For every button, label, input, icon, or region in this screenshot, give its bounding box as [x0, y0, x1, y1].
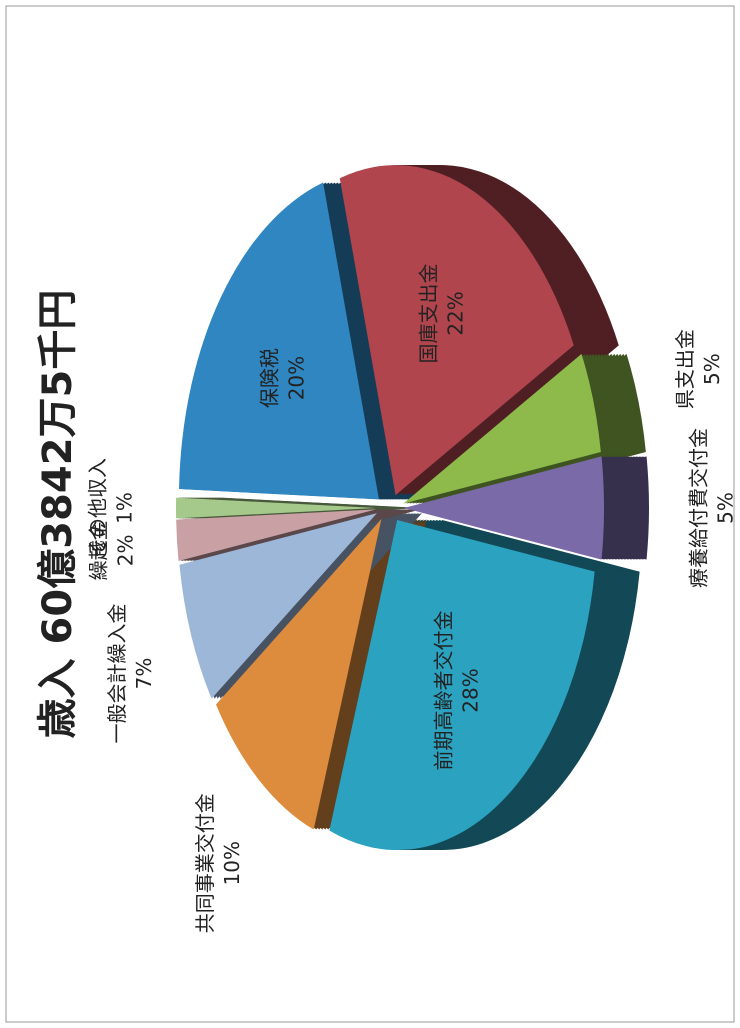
- page-border: [5, 5, 735, 1023]
- slice-label: その他収入: [86, 458, 110, 558]
- slice-label: 前期高齢者交付金: [432, 610, 456, 770]
- pie-slice: [403, 353, 601, 504]
- value-label: 10%: [220, 841, 244, 885]
- value-label: 5%: [714, 492, 738, 524]
- slice-label: 保険税: [258, 348, 282, 408]
- rotated-chart: 歳入 60億3842万5千円 その他収入 1% 保険税 20% 国庫支出金 22% 県支出金…: [35, 165, 738, 933]
- chart-title: 歳入 60億3842万5千円: [35, 290, 81, 739]
- pie-slice: [176, 509, 377, 561]
- pie-slice: [179, 182, 379, 500]
- pie-slice: [216, 519, 382, 830]
- value-label: 5%: [700, 353, 724, 385]
- pie-slice: [404, 456, 604, 560]
- slice-label: 一般会計繰入金: [105, 604, 129, 744]
- value-label: 1%: [113, 492, 137, 524]
- pie-slice: [329, 520, 595, 851]
- pie-slice: [339, 165, 574, 496]
- pie-slice: [176, 497, 376, 519]
- value-label: 22%: [444, 291, 468, 335]
- slice-label: 県支出金: [673, 329, 697, 409]
- slice-label: 療養給付費交付金: [687, 428, 711, 588]
- slice-label: 国庫支出金: [417, 263, 441, 363]
- slice-label: 繰越金: [87, 520, 111, 580]
- pie-slice: [179, 513, 377, 699]
- slice-label: 共同事業交付金: [193, 793, 217, 933]
- value-label: 28%: [459, 668, 483, 712]
- value-label: 20%: [285, 356, 309, 400]
- value-label: 2%: [114, 534, 138, 566]
- value-label: 7%: [132, 658, 156, 690]
